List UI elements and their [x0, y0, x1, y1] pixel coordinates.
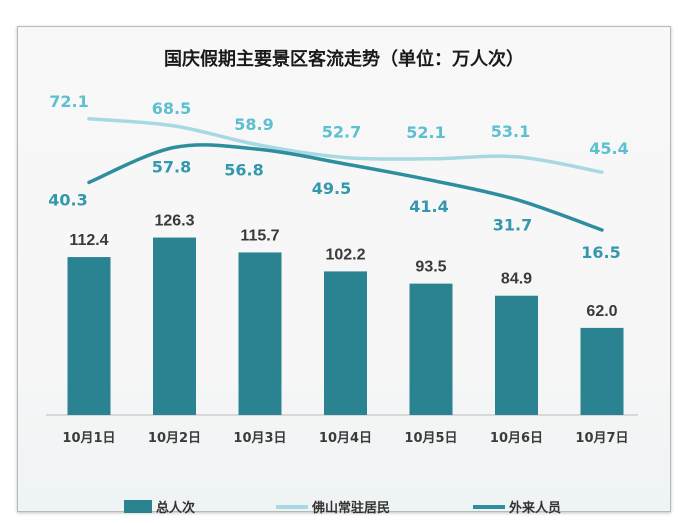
bar-value-label: 126.3 [154, 213, 194, 230]
chart-plot: 112.4 126.3 115.7 102.2 93.5 84.9 62.0 10月1日 10月… [46, 92, 638, 446]
bar-value-label: 115.7 [240, 227, 279, 244]
x-tick-label: 10月1日 [62, 431, 115, 446]
x-tick-label: 10月4日 [319, 431, 372, 446]
legend-swatch-line [276, 504, 308, 509]
legend-swatch-bar [124, 500, 152, 513]
bar-value-label: 102.2 [325, 246, 365, 263]
series-line-visitors [87, 143, 604, 232]
line-value-label: 56.8 [224, 160, 263, 179]
legend-label: 外来人员 [509, 501, 562, 516]
series-line-residents [87, 117, 604, 174]
bar-value-label: 62.0 [586, 303, 617, 320]
bar [153, 237, 196, 415]
legend-item-residents: 佛山常驻居民 [276, 497, 390, 516]
legend-item-visitors: 外来人员 [473, 497, 561, 516]
x-tick-label: 10月5日 [404, 431, 457, 446]
line-value-label: 52.7 [322, 123, 361, 142]
line-value-label: 72.1 [49, 92, 88, 111]
bar [67, 257, 111, 415]
bar [324, 271, 367, 415]
x-tick-label: 10月6日 [490, 431, 543, 446]
bar-value-label: 84.9 [501, 271, 532, 288]
x-tick-label: 10月2日 [148, 431, 201, 446]
line-value-label: 57.8 [152, 157, 191, 176]
line-value-label: 40.3 [48, 190, 87, 209]
line-value-label: 31.7 [493, 216, 532, 235]
bar-value-label: 93.5 [415, 259, 446, 276]
chart-card: 国庆假期主要景区客流走势（单位：万人次） 112.4 126.3 115.7 102.… [17, 26, 671, 516]
x-tick-label: 10月3日 [233, 431, 286, 446]
bar [580, 327, 624, 415]
line-value-label: 58.9 [234, 115, 273, 134]
x-tick-label: 10月7日 [575, 431, 628, 446]
line-value-label: 16.5 [581, 243, 620, 262]
line-value-label: 49.5 [312, 179, 351, 198]
line-value-label: 68.5 [152, 99, 191, 118]
legend-label: 总人次 [156, 501, 196, 516]
line-value-label: 53.1 [491, 122, 530, 141]
legend-item-total: 总人次 [124, 497, 195, 516]
bar [495, 295, 538, 415]
chart-title: 国庆假期主要景区客流走势（单位：万人次） [164, 49, 524, 70]
legend-label: 佛山常驻居民 [312, 501, 391, 516]
line-value-label: 41.4 [409, 197, 448, 216]
line-value-label: 45.4 [589, 139, 628, 158]
line-value-label: 52.1 [406, 123, 445, 142]
bar-value-label: 112.4 [69, 232, 108, 249]
legend-swatch-line [473, 504, 505, 509]
bar [238, 252, 282, 415]
bar [409, 283, 453, 415]
